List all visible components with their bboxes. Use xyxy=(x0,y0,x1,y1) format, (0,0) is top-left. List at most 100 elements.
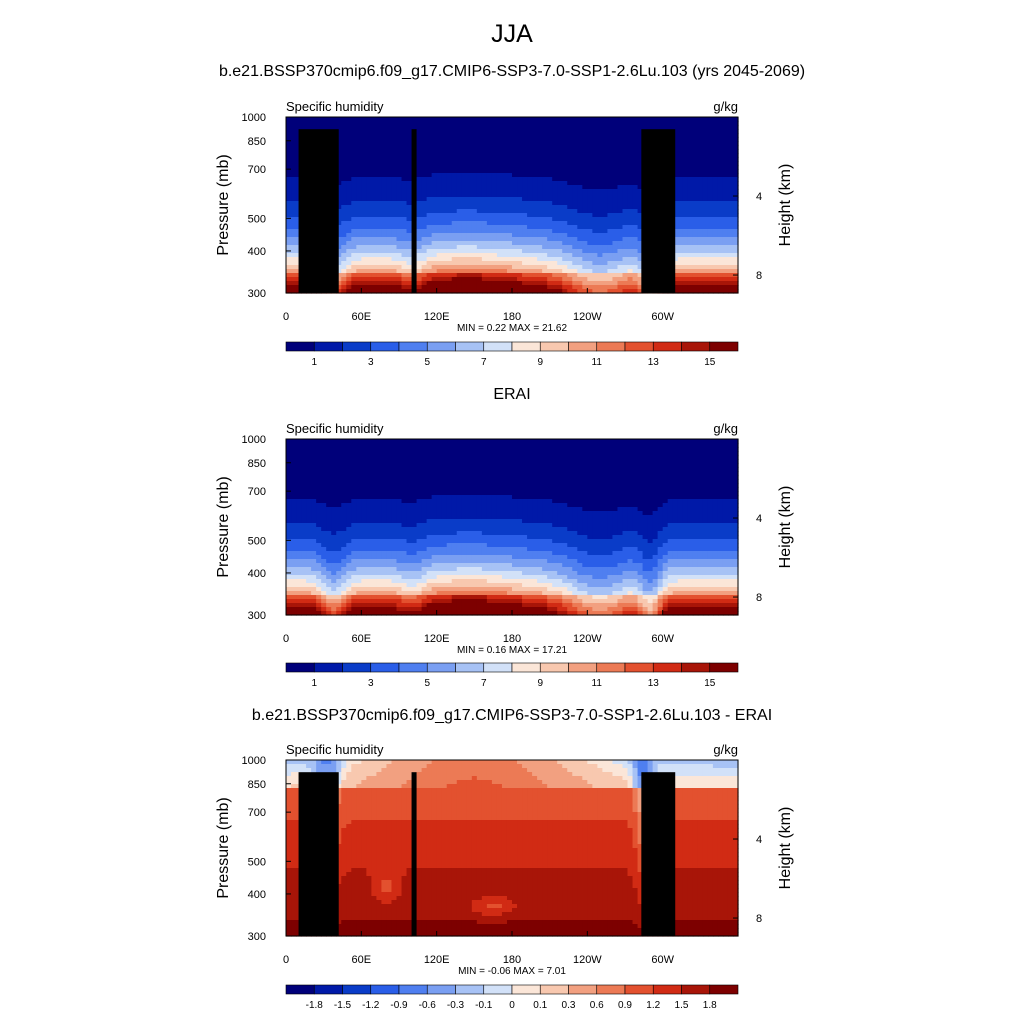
y-axis-title: Pressure (mb) xyxy=(215,154,232,255)
colorbar-label: 9 xyxy=(537,357,543,368)
x-tick-label: 120E xyxy=(424,311,450,323)
colorbar-box xyxy=(398,341,428,352)
colorbar-box xyxy=(342,662,372,673)
topography-mask xyxy=(411,772,417,936)
y-tick-label: 850 xyxy=(248,136,266,148)
x-tick-label: 60W xyxy=(651,954,674,966)
x-tick-label: 180 xyxy=(503,633,521,645)
topography-mask xyxy=(298,772,339,936)
colorbar-label: 1 xyxy=(311,357,317,368)
colorbar-box xyxy=(709,341,739,352)
colorbar: 1 3 5 7 9 11 13 15 xyxy=(285,341,739,368)
y2-tick-label: 8 xyxy=(756,913,762,925)
y-tick-label: 500 xyxy=(248,856,266,868)
colorbar-box xyxy=(539,341,569,352)
colorbar-box xyxy=(681,662,711,673)
colorbar-label: 1.5 xyxy=(675,1000,689,1011)
x-tick-label: 180 xyxy=(503,311,521,323)
y2-tick-label: 4 xyxy=(756,513,762,525)
colorbar-label: 5 xyxy=(424,678,430,689)
colorbar-box xyxy=(370,341,400,352)
y2-tick-label: 8 xyxy=(756,270,762,282)
colorbar-box xyxy=(370,984,400,995)
colorbar-box xyxy=(313,984,343,995)
colorbar-box xyxy=(370,662,400,673)
colorbar-box xyxy=(455,984,485,995)
y2-tick-label: 8 xyxy=(756,592,762,604)
colorbar-label: 3 xyxy=(368,357,374,368)
y2-tick-label: 4 xyxy=(756,834,762,846)
x-tick-label: 0 xyxy=(283,633,289,645)
units-label: g/kg xyxy=(713,421,738,436)
topography-mask xyxy=(641,772,676,936)
panel-3: Specific humidity g/kg3004005007008501000… xyxy=(215,742,794,1011)
colorbar-label: -0.3 xyxy=(447,1000,465,1011)
colorbar-box xyxy=(511,984,541,995)
colorbar-label: 5 xyxy=(424,357,430,368)
min-max-stats: MIN = -0.06 MAX = 7.01 xyxy=(458,966,566,977)
y2-axis-title: Height (km) xyxy=(777,486,794,569)
colorbar-label: -1.5 xyxy=(334,1000,352,1011)
colorbar-box xyxy=(539,984,569,995)
colorbar-label: 15 xyxy=(704,357,716,368)
x-tick-label: 60W xyxy=(651,311,674,323)
topography-mask xyxy=(411,129,417,293)
colorbar-label: -0.1 xyxy=(475,1000,493,1011)
y-tick-label: 1000 xyxy=(242,434,266,446)
y-tick-label: 500 xyxy=(248,535,266,547)
colorbar-label: 11 xyxy=(592,678,603,689)
x-tick-label: 120E xyxy=(424,633,450,645)
colorbar-label: 0.1 xyxy=(533,1000,547,1011)
colorbar-label: 1 xyxy=(311,678,317,689)
figure-title: JJA xyxy=(491,20,533,48)
colorbar-box xyxy=(285,662,315,673)
colorbar-box xyxy=(511,341,541,352)
y-tick-label: 700 xyxy=(248,486,266,498)
y-axis-title: Pressure (mb) xyxy=(215,476,232,577)
colorbar-label: 9 xyxy=(537,678,543,689)
colorbar-box xyxy=(709,662,739,673)
x-tick-label: 60E xyxy=(352,954,372,966)
panel-2: Specific humidity g/kg3004005007008501000… xyxy=(215,421,794,689)
colorbar-label: 15 xyxy=(704,678,716,689)
colorbar-box xyxy=(426,341,456,352)
colorbar-box xyxy=(342,984,372,995)
panel-1-title: b.e21.BSSP370cmip6.f09_g17.CMIP6-SSP3-7.… xyxy=(218,63,806,80)
colorbar-label: 13 xyxy=(648,357,660,368)
colorbar-box xyxy=(596,662,626,673)
colorbar-box xyxy=(624,341,654,352)
y-axis-title: Pressure (mb) xyxy=(215,797,232,898)
colorbar-box xyxy=(455,341,485,352)
x-tick-label: 60E xyxy=(352,311,372,323)
colorbar-box xyxy=(313,662,343,673)
colorbar-box xyxy=(285,341,315,352)
colorbar-label: 7 xyxy=(481,357,487,368)
colorbar-box xyxy=(652,662,682,673)
colorbar-box xyxy=(455,662,485,673)
colorbar-label: 0.9 xyxy=(618,1000,632,1011)
colorbar-box xyxy=(398,662,428,673)
x-tick-label: 120E xyxy=(424,954,450,966)
colorbar-box xyxy=(596,984,626,995)
min-max-stats: MIN = 0.22 MAX = 21.62 xyxy=(457,323,567,334)
colorbar-label: 1.2 xyxy=(646,1000,660,1011)
x-tick-label: 180 xyxy=(503,954,521,966)
colorbar-label: 13 xyxy=(648,678,660,689)
x-tick-label: 120W xyxy=(573,633,602,645)
field-name-label: Specific humidity xyxy=(286,421,384,436)
units-label: g/kg xyxy=(713,99,738,114)
field-name-label: Specific humidity xyxy=(286,99,384,114)
y-tick-label: 400 xyxy=(248,246,266,258)
colorbar-box xyxy=(624,662,654,673)
colorbar-box xyxy=(652,341,682,352)
y-tick-label: 700 xyxy=(248,164,266,176)
colorbar-label: 7 xyxy=(481,678,487,689)
y-tick-label: 300 xyxy=(248,610,266,622)
colorbar-box xyxy=(285,984,315,995)
colorbar-box xyxy=(568,662,598,673)
topography-mask xyxy=(319,783,330,936)
colorbar-box xyxy=(511,662,541,673)
colorbar: -1.8 -1.5 -1.2 -0.9 -0.6 -0.3 -0.1 0 0.1 0.3 0.6 0.… xyxy=(285,984,739,1011)
colorbar-box xyxy=(681,341,711,352)
